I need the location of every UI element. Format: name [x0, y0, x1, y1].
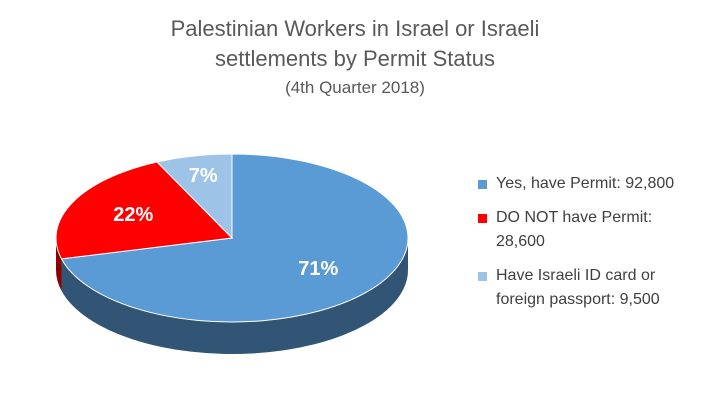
legend-swatch: [478, 214, 487, 223]
legend-entry: Have Israeli ID card or foreign passport…: [478, 264, 693, 312]
legend-label: Have Israeli ID card or foreign passport…: [496, 267, 660, 308]
legend-label: Yes, have Permit: 92,800: [496, 175, 675, 192]
pie-slice: [60, 153, 409, 323]
chart-subtitle: (4th Quarter 2018): [285, 78, 425, 97]
pie-slice: [55, 161, 234, 260]
pie-side: [56, 238, 62, 291]
data-label: 22%: [113, 204, 153, 226]
legend-entry: DO NOT have Permit: 28,600: [478, 206, 693, 254]
legend-label: DO NOT have Permit: 28,600: [496, 209, 653, 250]
chart-title: Palestinian Workers in Israel or Israeli…: [170, 16, 540, 71]
legend-swatch: [478, 180, 487, 189]
data-label: 71%: [298, 258, 338, 280]
legend-swatch: [478, 272, 487, 281]
legend: Yes, have Permit: 92,800 DO NOT have Perm…: [478, 172, 693, 322]
legend-entry: Yes, have Permit: 92,800: [478, 172, 693, 196]
data-label: 7%: [189, 165, 218, 187]
pie-side: [61, 238, 409, 355]
pie-slice: [156, 153, 233, 240]
